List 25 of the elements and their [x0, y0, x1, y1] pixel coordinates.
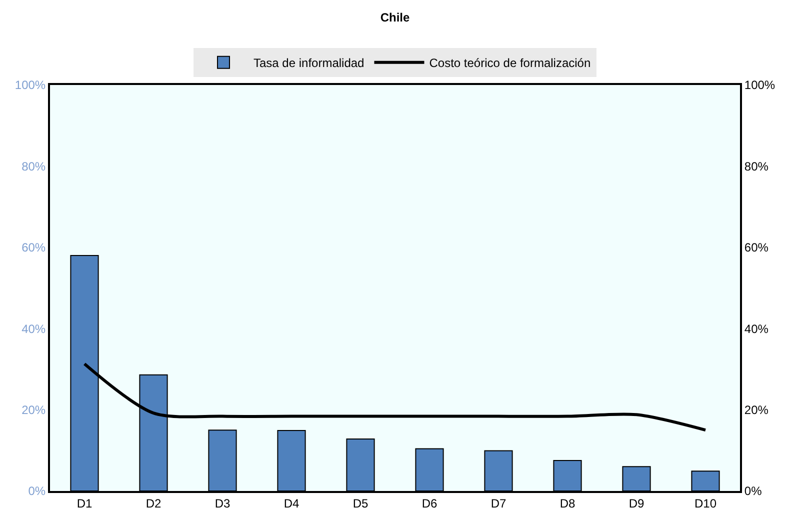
- y2-tick-label: 20%: [744, 403, 769, 417]
- y-tick-label: 80%: [22, 159, 46, 174]
- y2-tick-label: 60%: [744, 240, 769, 255]
- y-tick-label: 20%: [22, 403, 46, 417]
- x-tick-label: D10: [694, 496, 717, 510]
- y-tick-label: 40%: [22, 322, 46, 336]
- y2-tick-label: 40%: [744, 322, 769, 336]
- x-tick-label: D1: [76, 496, 92, 510]
- x-tick-label: D9: [628, 496, 644, 510]
- legend-label: Costo teórico de formalización: [429, 56, 591, 70]
- x-tick-label: D2: [146, 496, 162, 510]
- x-tick-label: D7: [490, 496, 506, 510]
- x-tick-label: D8: [560, 496, 576, 510]
- x-tick-label: D6: [422, 496, 438, 510]
- y2-tick-label: 80%: [744, 159, 769, 174]
- y-tick-label: 60%: [22, 240, 46, 255]
- y-tick-label: 0%: [28, 484, 46, 498]
- legend-label: Tasa de informalidad: [254, 56, 364, 70]
- chart-title: Chile: [380, 10, 410, 24]
- y2-tick-label: 0%: [744, 484, 762, 498]
- x-tick-label: D5: [352, 496, 368, 510]
- y2-tick-label: 100%: [744, 78, 776, 92]
- x-tick-label: D3: [214, 496, 230, 510]
- x-tick-label: D4: [284, 496, 300, 510]
- y-tick-label: 100%: [14, 78, 46, 92]
